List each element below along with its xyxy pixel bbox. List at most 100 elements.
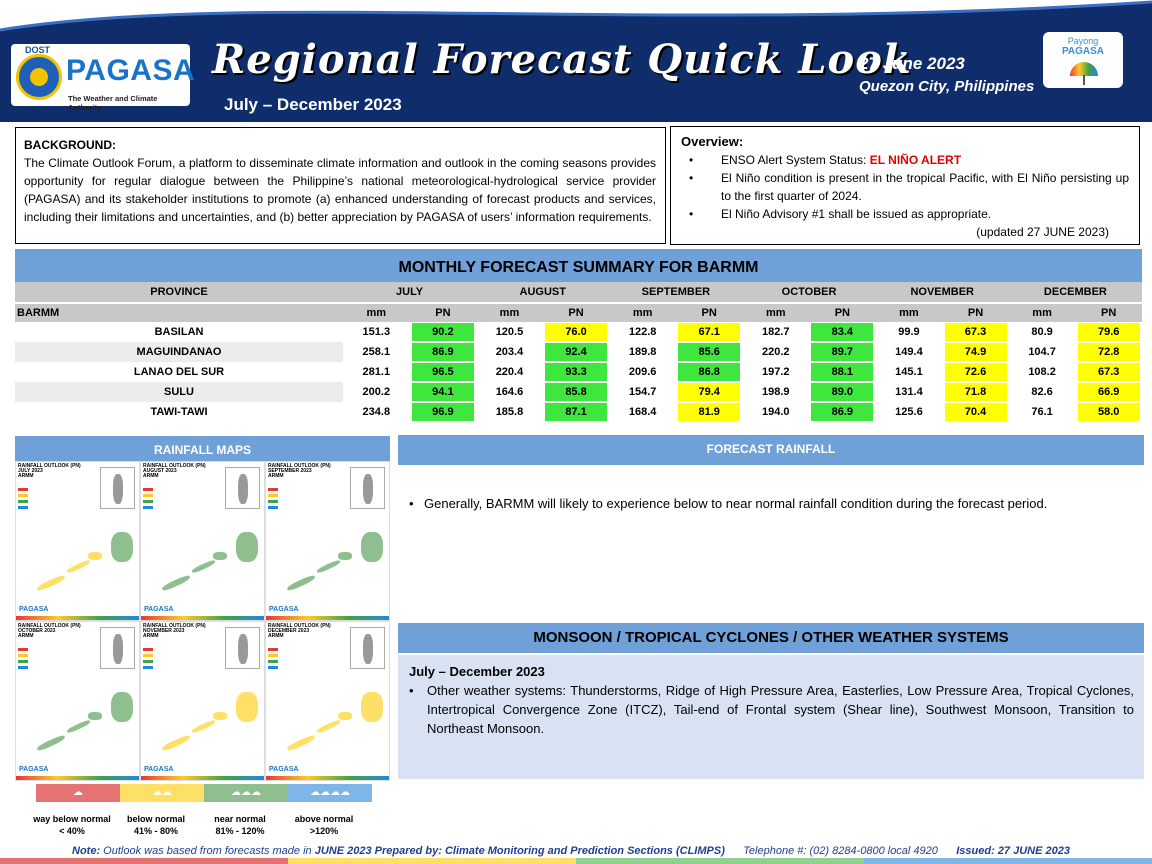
pn-value: 96.9: [411, 403, 474, 421]
note-prepared: Prepared by: Climate Monitoring and Pred…: [371, 845, 725, 857]
legend-range: >120%: [309, 826, 339, 836]
weather-systems-body: July – December 2023 Other weather syste…: [398, 655, 1144, 779]
legend-swatch: [143, 500, 153, 503]
pagasa-logo: DOST PAGASA The Weather and Climate Auth…: [11, 44, 195, 112]
map-pagasa-logo: PAGASA: [269, 766, 299, 773]
island-shape: [338, 712, 352, 720]
island-chain-shape: [66, 718, 91, 735]
pn-cell: 89.0: [809, 382, 876, 402]
philippines-locator-map: [225, 627, 260, 669]
island-chain-shape: [66, 558, 91, 575]
note-telephone: Telephone #: (02) 8284-0800 local 4920: [743, 845, 938, 857]
legend-swatch: [268, 494, 278, 497]
month-header: SEPTEMBER: [609, 282, 743, 302]
mm-value: 189.8: [628, 346, 657, 358]
philippines-locator-map: [100, 467, 135, 509]
pn-value: 72.6: [944, 363, 1007, 381]
rainfall-map: RAINFALL OUTLOOK (PN) NOVEMBER 2023 ARMM PA…: [140, 621, 265, 781]
map-title: RAINFALL OUTLOOK (PN) AUGUST 2023 ARMM: [143, 464, 206, 479]
mm-value: 149.4: [895, 346, 923, 358]
pn-header: PN: [809, 302, 876, 322]
pn-value: 85.6: [678, 343, 741, 361]
legend-category: near normal: [214, 814, 266, 824]
pn-value: 86.8: [678, 363, 741, 381]
mm-value: 209.6: [628, 366, 657, 378]
note-label: Note:: [72, 845, 101, 857]
pn-cell: 93.3: [543, 362, 610, 382]
payong-pagasa-logo: Payong PAGASA: [1043, 32, 1123, 88]
overview-item: El Niño Advisory #1 shall be issued as a…: [681, 205, 1129, 223]
mm-value: 99.9: [898, 326, 920, 338]
mainland-region-shape: [361, 692, 383, 722]
island-chain-shape: [286, 573, 316, 593]
pn-value: 86.9: [411, 343, 474, 361]
mm-value: 122.8: [628, 326, 657, 338]
pagasa-seal-icon: [16, 54, 62, 100]
mm-value: 120.5: [495, 326, 524, 338]
mm-value: 258.1: [362, 346, 391, 358]
pn-value: 67.1: [678, 323, 741, 341]
mainland-region-shape: [236, 692, 258, 722]
legend-category: below normal: [126, 814, 185, 824]
logo-name: PAGASA: [66, 54, 196, 87]
pn-value: 66.9: [1077, 383, 1140, 401]
overview-updated: (updated 27 JUNE 2023): [976, 225, 1109, 239]
map-title: RAINFALL OUTLOOK (PN) SEPTEMBER 2023 ARMM: [268, 464, 331, 479]
legend-swatch: [18, 648, 28, 651]
mm-header: mm: [609, 302, 676, 322]
map-pagasa-logo: PAGASA: [19, 766, 49, 773]
month-header: NOVEMBER: [875, 282, 1009, 302]
map-title: RAINFALL OUTLOOK (PN) OCTOBER 2023 ARMM: [18, 624, 81, 639]
background-box: BACKGROUND: The Climate Outlook Forum, a…: [15, 127, 666, 244]
mm-value: 131.4: [895, 386, 923, 398]
pn-value: 86.9: [811, 403, 874, 421]
pn-value: 67.3: [944, 323, 1007, 341]
pn-value: 79.6: [1077, 323, 1140, 341]
background-heading: BACKGROUND:: [24, 138, 116, 152]
mm-value: 104.7: [1028, 346, 1056, 358]
island-chain-shape: [191, 558, 216, 575]
umbrella-icon: [1070, 62, 1098, 76]
overview-box: Overview: ENSO Alert System Status: EL N…: [670, 126, 1140, 245]
rainfall-maps-grid: RAINFALL OUTLOOK (PN) JULY 2023 ARMM PAGASA…: [15, 461, 390, 781]
map-color-bar: [266, 616, 389, 620]
pn-value: 90.2: [411, 323, 474, 341]
mm-value: 76.1: [1031, 406, 1053, 418]
mainland-region-shape: [236, 532, 258, 562]
map-color-bar: [141, 616, 264, 620]
month-header: AUGUST: [476, 282, 610, 302]
legend-swatch: [143, 660, 153, 663]
pn-cell: 72.6: [942, 362, 1009, 382]
mm-value: 281.1: [362, 366, 391, 378]
map-month: DECEMBER 2023: [268, 628, 310, 634]
table-row: LANAO DEL SUR 281.1 96.5 220.4 93.3 209.6 86.8…: [15, 362, 1142, 382]
table-row: TAWI-TAWI 234.8 96.9 185.8 87.1 168.4 81.9 194.…: [15, 402, 1142, 422]
weather-systems-text: Other weather systems: Thunderstorms, Ri…: [409, 681, 1134, 738]
legend-swatch: [268, 506, 278, 509]
province-name: TAWI-TAWI: [150, 406, 208, 418]
footer-note: Note: Outlook was based from forecasts m…: [72, 845, 1070, 857]
legend-swatch: [143, 488, 153, 491]
payong-line2: PAGASA: [1061, 46, 1105, 57]
mm-value: 203.4: [495, 346, 524, 358]
forecast-rainfall-text: Generally, BARMM will likely to experien…: [409, 494, 1133, 513]
legend-swatch: [18, 666, 28, 669]
island-chain-shape: [316, 558, 341, 575]
note-month: JUNE 2023: [314, 845, 372, 857]
pn-value: 88.1: [811, 363, 874, 381]
pn-header: PN: [942, 302, 1009, 322]
overview-heading: Overview:: [681, 134, 744, 149]
pn-value: 79.4: [678, 383, 741, 401]
island-chain-shape: [161, 573, 191, 593]
island-chain-shape: [286, 733, 316, 753]
philippines-locator-map: [350, 467, 385, 509]
map-title-line: RAINFALL OUTLOOK (PN): [143, 623, 206, 629]
pn-cell: 58.0: [1075, 402, 1142, 422]
pn-cell: 72.8: [1075, 342, 1142, 362]
mm-value: 220.4: [495, 366, 524, 378]
legend-swatch: [268, 654, 278, 657]
pn-cell: 79.6: [1075, 322, 1142, 342]
logo-tagline: The Weather and Climate Authority: [68, 94, 158, 112]
legend-category: above normal: [294, 814, 354, 824]
mainland-region-shape: [111, 692, 133, 722]
